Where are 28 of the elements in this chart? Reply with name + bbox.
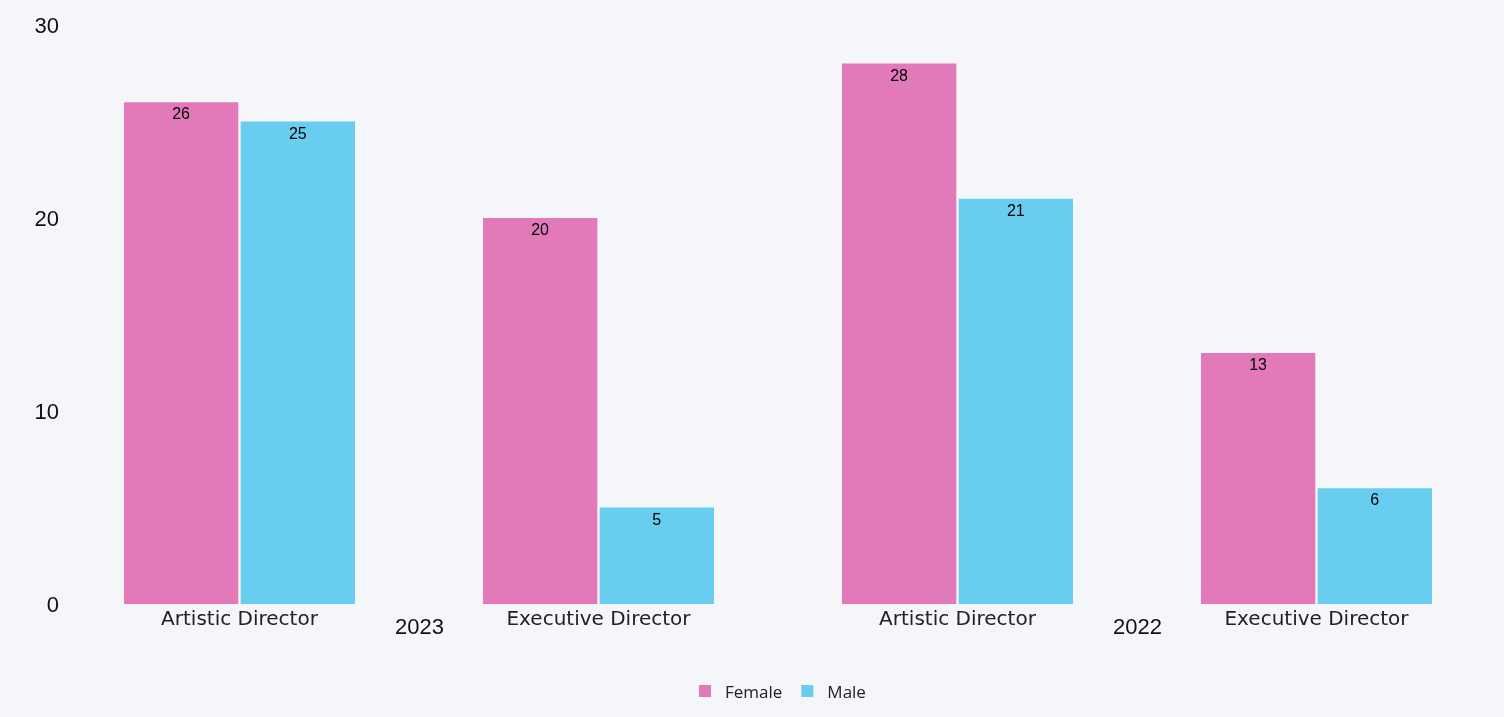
data-label: 21 [1006, 201, 1025, 219]
data-label: 5 [652, 510, 662, 528]
data-label: 6 [1370, 491, 1380, 509]
bar [1200, 353, 1316, 604]
data-label: 25 [288, 124, 307, 142]
text: 2022 [1113, 614, 1162, 639]
data-label: 20 [531, 221, 550, 238]
x-tick-label: Executive Director [1224, 606, 1410, 630]
bar [123, 102, 239, 604]
y-tick-label: 30 [34, 12, 59, 38]
legend-label: Male [827, 679, 866, 703]
data-label: 13 [1249, 356, 1268, 374]
y-tick-label: 10 [34, 398, 59, 424]
y-tick-label: 20 [34, 205, 59, 231]
x-tick-label: Artistic Director [161, 606, 319, 630]
text: 2023 [395, 614, 444, 639]
bar [841, 63, 957, 604]
x-tick-label: Executive Director [506, 606, 692, 630]
legend-label: Female [725, 679, 783, 703]
bar [599, 507, 715, 604]
y-tick-label: 0 [46, 591, 59, 617]
x-tick-label: Artistic Director [879, 606, 1037, 630]
bar [240, 121, 356, 604]
data-label: 26 [172, 105, 191, 123]
bar [482, 218, 598, 604]
bar [958, 198, 1074, 604]
data-label: 28 [890, 66, 909, 84]
bar [1317, 488, 1433, 604]
